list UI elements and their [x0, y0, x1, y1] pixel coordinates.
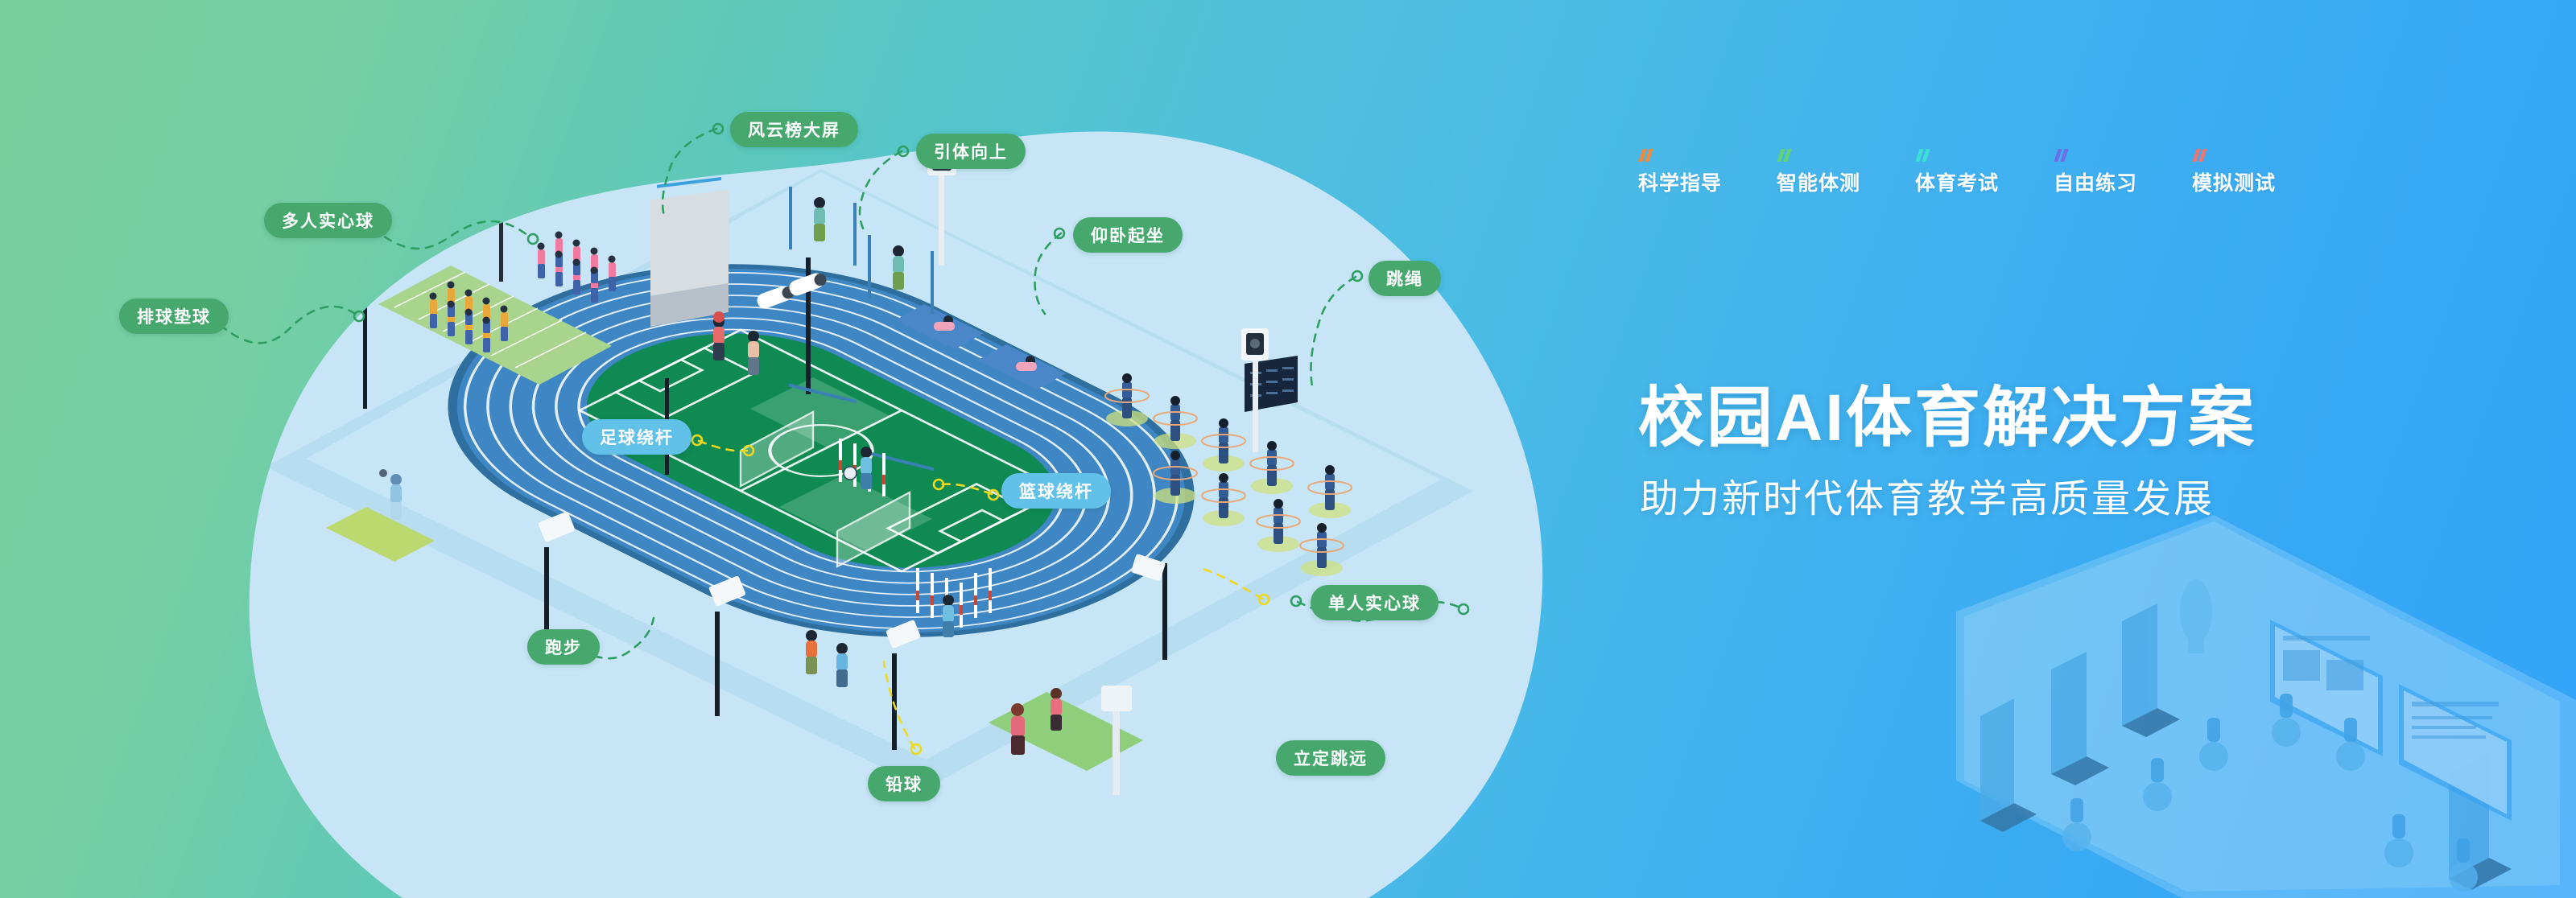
- athlete-pullup: [814, 197, 825, 241]
- athlete-shotput: [1011, 703, 1025, 755]
- feature-tag-label: 模拟测试: [2192, 172, 2277, 195]
- map-label-pill[interactable]: 多人实心球: [264, 203, 392, 238]
- feature-tag-label: 体育考试: [1915, 172, 2000, 195]
- scoreboard-panel: [1245, 356, 1298, 412]
- camera-pole: [1241, 328, 1269, 452]
- student-group: [429, 281, 508, 352]
- feature-tag[interactable]: 自由练习: [2054, 149, 2192, 196]
- isometric-scene: [190, 131, 1473, 795]
- background-blob: [190, 131, 1543, 898]
- feature-tag-row: 科学指导 智能体测 体育考试 自由练习 模拟测试: [1638, 149, 2330, 196]
- runner: [748, 331, 759, 375]
- double-slash-icon: [1777, 149, 1793, 162]
- athlete-ballthrow: [379, 469, 402, 520]
- feature-tag-label: 科学指导: [1638, 172, 1723, 195]
- feature-tag-label: 自由练习: [2054, 172, 2138, 195]
- map-label-pill[interactable]: 跳绳: [1368, 261, 1441, 296]
- long-jump-pad: [989, 692, 1143, 771]
- runner: [806, 630, 817, 674]
- athlete-pullup: [893, 245, 904, 290]
- throw-pad-single: [326, 507, 435, 562]
- feature-tag[interactable]: 智能体测: [1777, 149, 1915, 196]
- map-label-pill[interactable]: 跑步: [527, 629, 600, 665]
- student-group: [537, 231, 616, 303]
- feature-tag[interactable]: 科学指导: [1638, 149, 1777, 196]
- indoor-gym-illustration: [1956, 515, 2576, 898]
- map-label-pill[interactable]: 篮球绕杆: [1001, 473, 1111, 509]
- runner: [713, 311, 724, 360]
- map-label-pill[interactable]: 引体向上: [916, 134, 1026, 169]
- double-slash-icon: [2192, 149, 2208, 162]
- light-pole: [708, 575, 745, 716]
- double-slash-icon: [1915, 149, 1931, 162]
- right-content-panel: 科学指导 智能体测 体育考试 自由练习 模拟测试 校园AI体育解决方案 助力新时代体育教…: [1638, 0, 2524, 898]
- athlete-situp: [1016, 356, 1037, 371]
- athlete-dribbler: [943, 595, 954, 637]
- map-label-pill[interactable]: 排球垫球: [119, 299, 229, 334]
- map-label-pill[interactable]: 立定跳远: [1276, 740, 1385, 776]
- double-slash-icon: [2054, 149, 2070, 162]
- athlete-dribbler: [843, 447, 872, 489]
- feature-tag[interactable]: 体育考试: [1915, 149, 2054, 196]
- map-label-pill[interactable]: 单人实心球: [1311, 585, 1439, 620]
- page-subtitle: 助力新时代体育教学高质量发展: [1640, 478, 2215, 521]
- light-pole: [1101, 686, 1132, 795]
- jumprope-group: [1104, 373, 1352, 576]
- runner: [836, 643, 848, 687]
- map-label-pill[interactable]: 足球绕杆: [582, 419, 691, 455]
- pullup-bar: [789, 187, 857, 404]
- map-label-pill[interactable]: 仰卧起坐: [1073, 217, 1183, 253]
- page-title: 校园AI体育解决方案: [1638, 381, 2257, 455]
- camera-pole: [757, 257, 827, 394]
- feature-tag[interactable]: 模拟测试: [2192, 149, 2330, 196]
- athlete-longjump: [1051, 688, 1062, 731]
- soccer-goal: [836, 491, 911, 568]
- light-pole: [538, 511, 575, 652]
- soccer-goal: [739, 410, 815, 488]
- light-pole: [1131, 554, 1167, 660]
- map-label-pill[interactable]: 铅球: [868, 766, 940, 801]
- athlete-situp: [934, 315, 955, 331]
- double-slash-icon: [1638, 149, 1654, 162]
- map-label-pill[interactable]: 风云榜大屏: [730, 112, 858, 147]
- leaderboard-kiosk: [650, 131, 729, 327]
- feature-tag-label: 智能体测: [1777, 172, 1861, 195]
- camera-pole: [190, 149, 227, 291]
